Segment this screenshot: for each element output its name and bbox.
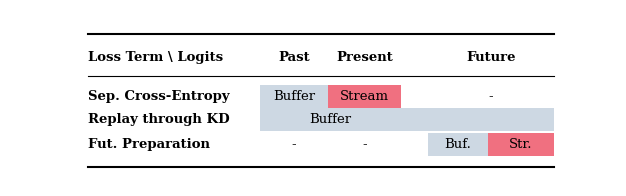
Text: -: -	[362, 138, 367, 151]
Text: Fut. Preparation: Fut. Preparation	[88, 138, 210, 151]
Text: Buffer: Buffer	[273, 90, 316, 103]
Bar	[488, 132, 553, 156]
Text: Future: Future	[466, 51, 515, 64]
Text: Stream: Stream	[340, 90, 389, 103]
Bar	[428, 132, 488, 156]
Bar	[260, 108, 553, 131]
Text: -: -	[488, 90, 493, 103]
Text: Replay through KD: Replay through KD	[88, 113, 230, 126]
Text: Buffer: Buffer	[309, 113, 352, 126]
Text: Past: Past	[279, 51, 310, 64]
Text: Present: Present	[336, 51, 393, 64]
Text: Loss Term \ Logits: Loss Term \ Logits	[88, 51, 223, 64]
Bar	[328, 85, 401, 108]
Text: -: -	[292, 138, 297, 151]
Bar	[260, 85, 328, 108]
Text: Sep. Cross-Entropy: Sep. Cross-Entropy	[88, 90, 230, 103]
Text: Str.: Str.	[509, 138, 533, 151]
Text: Buf.: Buf.	[444, 138, 471, 151]
